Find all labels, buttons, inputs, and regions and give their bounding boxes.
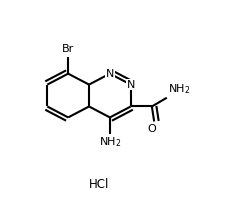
Text: NH$_2$: NH$_2$ xyxy=(168,82,191,96)
Text: N: N xyxy=(106,69,114,79)
Text: N: N xyxy=(127,80,135,90)
Text: HCl: HCl xyxy=(89,178,109,191)
Text: Br: Br xyxy=(62,45,74,55)
Text: O: O xyxy=(148,124,156,134)
Text: NH$_2$: NH$_2$ xyxy=(99,135,121,149)
